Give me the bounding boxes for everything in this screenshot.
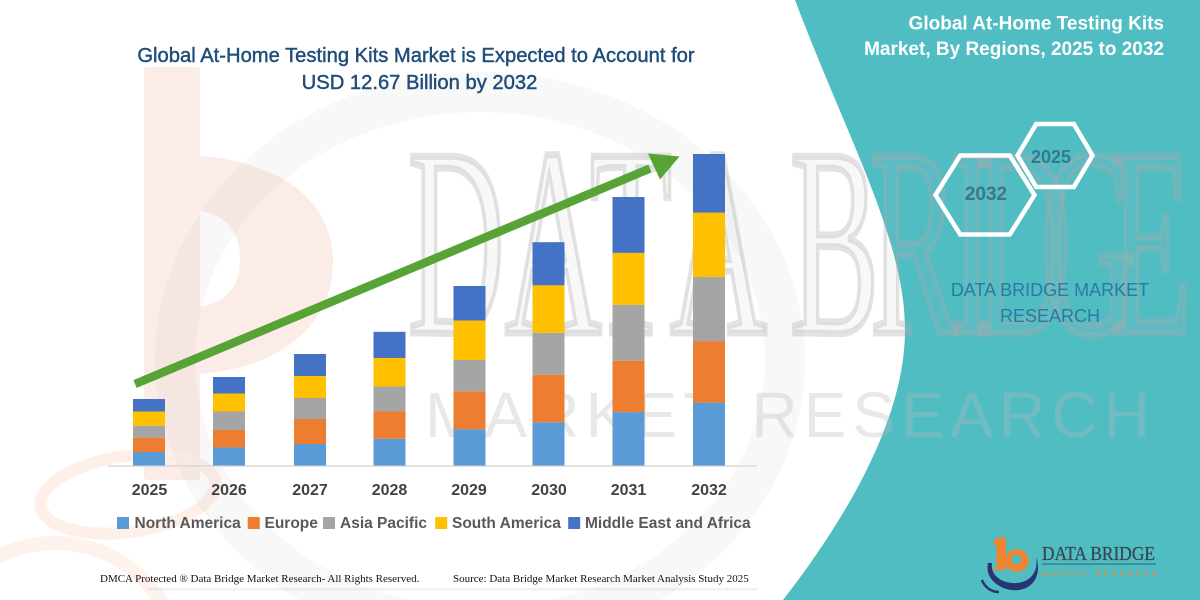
svg-text:DATA BRIDGE: DATA BRIDGE	[1042, 543, 1155, 565]
svg-text:2030: 2030	[531, 482, 567, 499]
svg-text:2025: 2025	[132, 482, 168, 499]
svg-text:RESEARCH: RESEARCH	[1000, 306, 1100, 326]
svg-text:DATA BRIDGE MARKET: DATA BRIDGE MARKET	[951, 280, 1149, 300]
svg-text:South America: South America	[452, 515, 561, 532]
svg-text:North America: North America	[135, 515, 242, 532]
svg-text:2032: 2032	[965, 184, 1007, 205]
svg-text:Europe: Europe	[265, 515, 319, 532]
svg-text:DMCA Protected ® Data Bridge M: DMCA Protected ® Data Bridge Market Rese…	[100, 573, 420, 585]
svg-text:Asia Pacific: Asia Pacific	[340, 515, 427, 532]
svg-text:2028: 2028	[372, 482, 408, 499]
svg-text:Global At-Home Testing Kits: Global At-Home Testing Kits	[909, 14, 1164, 35]
svg-text:2031: 2031	[611, 482, 647, 499]
svg-text:2032: 2032	[691, 482, 727, 499]
svg-text:2025: 2025	[1031, 147, 1071, 167]
svg-text:2029: 2029	[451, 482, 487, 499]
svg-text:MARKET RESEARCH: MARKET RESEARCH	[1042, 571, 1160, 578]
svg-text:Source: Data Bridge Market Res: Source: Data Bridge Market Research Mark…	[453, 573, 749, 585]
svg-text:Global At-Home Testing Kits Ma: Global At-Home Testing Kits Market is Ex…	[137, 45, 695, 67]
svg-text:Middle East and Africa: Middle East and Africa	[585, 515, 751, 532]
svg-text:2026: 2026	[211, 482, 247, 499]
svg-text:Market, By Regions, 2025 to 20: Market, By Regions, 2025 to 2032	[864, 39, 1164, 60]
svg-text:USD 12.67 Billion by 2032: USD 12.67 Billion by 2032	[302, 72, 538, 94]
svg-text:2027: 2027	[292, 482, 328, 499]
